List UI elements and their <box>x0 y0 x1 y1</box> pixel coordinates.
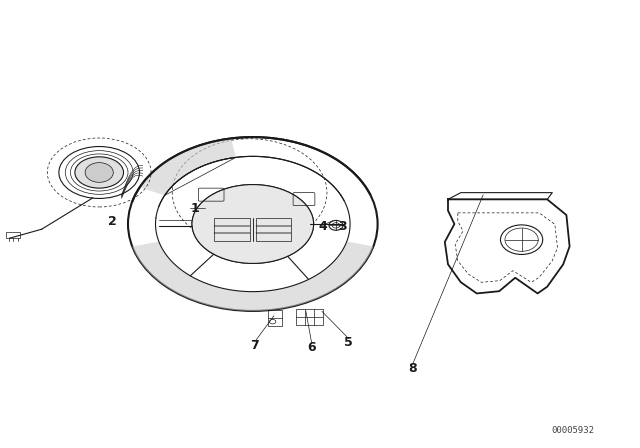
Text: 7: 7 <box>250 339 259 353</box>
Text: 1: 1 <box>191 202 200 215</box>
Circle shape <box>85 163 113 182</box>
Bar <box>6 233 20 238</box>
Ellipse shape <box>192 185 314 263</box>
Text: 00005932: 00005932 <box>551 426 595 435</box>
Ellipse shape <box>75 157 124 188</box>
Polygon shape <box>140 138 236 195</box>
Bar <box>214 218 250 241</box>
Bar <box>214 218 250 241</box>
Bar <box>296 309 323 325</box>
Text: 6: 6 <box>307 340 316 354</box>
Text: 3: 3 <box>338 220 347 233</box>
Text: 2: 2 <box>108 215 116 228</box>
Text: 5: 5 <box>344 336 353 349</box>
Polygon shape <box>132 241 373 311</box>
Bar <box>256 218 291 241</box>
Text: 8: 8 <box>408 362 417 375</box>
Bar <box>256 218 291 241</box>
Text: 4: 4 <box>319 220 328 233</box>
Bar <box>268 310 282 326</box>
